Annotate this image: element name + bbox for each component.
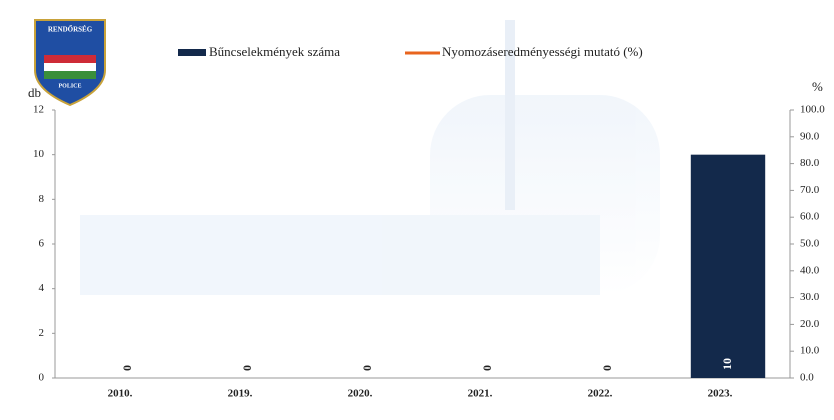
y-tick-label: 6: [39, 238, 45, 250]
y2-tick-label: 20.0: [800, 318, 820, 330]
flag-green: [44, 71, 96, 79]
flag-red: [44, 55, 96, 63]
data-label: 0: [360, 365, 374, 371]
y-tick-label: 2: [39, 327, 45, 339]
background-image: [80, 20, 660, 295]
y-axis-label: db: [28, 85, 41, 100]
y2-axis-label: %: [812, 79, 823, 94]
data-label: 0: [600, 365, 614, 371]
data-label: 10: [720, 358, 734, 370]
x-tick-label: 2023.: [708, 388, 733, 400]
legend-label: Bűncselekmények száma: [209, 44, 340, 59]
y2-tick-label: 70.0: [800, 184, 820, 196]
y-tick-label: 10: [33, 148, 45, 160]
y2-tick-label: 90.0: [800, 130, 820, 142]
y2-tick-label: 40.0: [800, 264, 820, 276]
y2-tick-label: 100.0: [800, 104, 825, 116]
y2-tick-label: 80.0: [800, 157, 820, 169]
x-tick-label: 2010.: [108, 388, 133, 400]
legend-swatch: [178, 49, 206, 56]
data-label: 0: [480, 365, 494, 371]
y2-tick-label: 60.0: [800, 211, 820, 223]
y2-tick-label: 0.0: [800, 372, 814, 384]
y-tick-label: 12: [33, 104, 44, 116]
x-tick-label: 2022.: [588, 388, 613, 400]
logo-top-text: RENDŐRSÉG: [48, 26, 93, 34]
flag-white: [44, 63, 96, 71]
logo: RENDŐRSÉG POLICE: [34, 19, 106, 107]
x-tick-label: 2021.: [468, 388, 493, 400]
data-label: 0: [120, 365, 134, 371]
y-tick-label: 8: [39, 193, 45, 205]
y2-tick-label: 50.0: [800, 238, 820, 250]
x-tick-label: 2019.: [228, 388, 253, 400]
legend-label: Nyomozáseredményességi mutató (%): [442, 44, 643, 59]
building-base: [80, 215, 600, 295]
y2-tick-label: 10.0: [800, 345, 820, 357]
x-tick-label: 2020.: [348, 388, 373, 400]
bar: [690, 154, 766, 378]
y2-tick-label: 30.0: [800, 291, 820, 303]
tower: [505, 20, 515, 210]
data-label: 0: [240, 365, 254, 371]
logo-bottom-text: POLICE: [58, 83, 81, 89]
y-tick-label: 0: [39, 372, 45, 384]
y-tick-label: 4: [39, 282, 45, 294]
